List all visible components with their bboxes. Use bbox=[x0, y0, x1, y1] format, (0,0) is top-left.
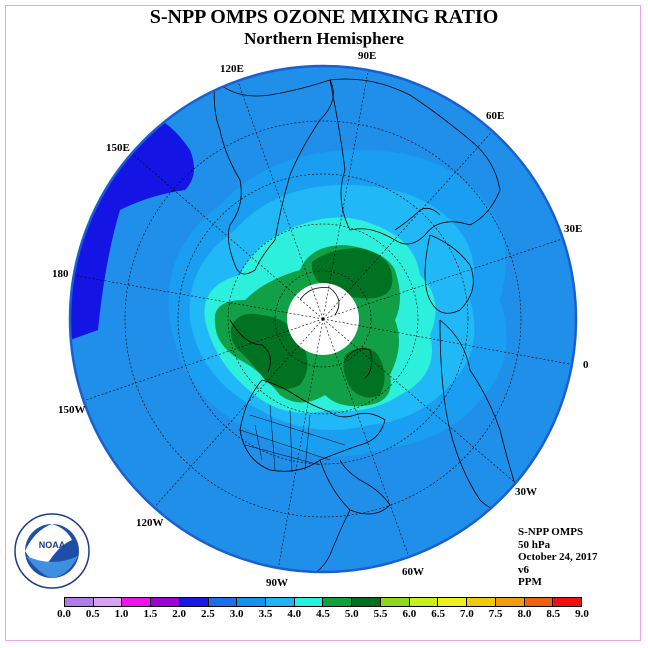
field-5p0-b bbox=[230, 313, 308, 389]
colorbar-swatch bbox=[380, 598, 410, 606]
product-info: S-NPP OMPS 50 hPa October 24, 2017 v6 PP… bbox=[518, 526, 598, 589]
colorbar-tick-label: 4.0 bbox=[287, 608, 302, 620]
colorbar-tick-label: 6.0 bbox=[402, 608, 417, 620]
info-units: PPM bbox=[518, 576, 542, 588]
colorbar-tick-label: 3.5 bbox=[258, 608, 273, 620]
lon-label-90w: 90W bbox=[266, 577, 288, 589]
colorbar-swatch bbox=[93, 598, 123, 606]
lon-label-150e: 150E bbox=[106, 142, 130, 154]
colorbar-tick-label: 8.5 bbox=[546, 608, 561, 620]
lon-label-60w: 60W bbox=[402, 566, 424, 578]
colorbar-swatch bbox=[65, 598, 94, 606]
lon-label-120e: 120E bbox=[220, 63, 244, 75]
colorbar-tick-label: 2.5 bbox=[201, 608, 215, 620]
colorbar bbox=[64, 597, 582, 607]
colorbar-tick-label: 8.0 bbox=[517, 608, 532, 620]
info-level: 50 hPa bbox=[518, 538, 551, 551]
colorbar-tick-label: 2.0 bbox=[172, 608, 186, 620]
colorbar-swatch bbox=[208, 598, 238, 606]
colorbar-swatch bbox=[553, 598, 581, 606]
colorbar-swatch bbox=[266, 598, 295, 606]
coastlines bbox=[213, 78, 521, 572]
colorbar-swatch bbox=[179, 598, 209, 606]
colorbar-tick-label: 1.5 bbox=[143, 608, 158, 620]
lon-label-180: 180 bbox=[52, 268, 69, 280]
political-borders bbox=[239, 404, 346, 473]
svg-text:NOAA: NOAA bbox=[39, 540, 66, 550]
colorbar-swatch bbox=[294, 598, 324, 606]
lon-label-0: 0 bbox=[583, 359, 589, 371]
colorbar-tick-label: 7.0 bbox=[460, 608, 474, 620]
lon-label-30e: 30E bbox=[564, 223, 583, 235]
map-subtitle: Northern Hemisphere bbox=[244, 29, 404, 48]
lon-label-30w: 30W bbox=[515, 486, 537, 498]
colorbar-tick-label: 7.5 bbox=[488, 608, 503, 620]
colorbar-swatch bbox=[409, 598, 439, 606]
map-title: S-NPP OMPS OZONE MIXING RATIO bbox=[149, 6, 499, 28]
colorbar-tick-label: 0.5 bbox=[85, 608, 100, 620]
lon-label-90e: 90E bbox=[358, 50, 377, 62]
page-frame bbox=[5, 5, 641, 641]
colorbar-swatch bbox=[151, 598, 180, 606]
lon-label-120w: 120W bbox=[136, 517, 164, 529]
lon-label-150w: 150W bbox=[58, 404, 86, 416]
colorbar-swatch bbox=[438, 598, 468, 606]
colorbar-tick-label: 6.5 bbox=[431, 608, 445, 620]
colorbar-tick-label: 9.0 bbox=[575, 608, 589, 620]
colorbar-tick-label: 1.0 bbox=[114, 608, 129, 620]
info-version: v6 bbox=[518, 563, 529, 576]
hemisphere-border bbox=[68, 64, 578, 574]
colorbar-tick-label: 5.0 bbox=[344, 608, 359, 620]
colorbar-tick-label: 5.5 bbox=[373, 608, 388, 620]
noaa-logo: NOAA bbox=[14, 513, 90, 589]
colorbar-swatch bbox=[524, 598, 554, 606]
colorbar-swatch bbox=[122, 598, 152, 606]
colorbar-swatch bbox=[352, 598, 381, 606]
colorbar-swatch bbox=[495, 598, 525, 606]
info-date: October 24, 2017 bbox=[518, 551, 598, 563]
colorbar-swatch bbox=[467, 598, 496, 606]
info-instrument: S-NPP OMPS bbox=[518, 526, 584, 538]
colorbar-tick-label: 0.0 bbox=[57, 608, 71, 620]
graticule bbox=[71, 66, 576, 571]
colorbar-swatch bbox=[237, 598, 267, 606]
colorbar-tick-label: 3.0 bbox=[229, 608, 244, 620]
field-purple-edge bbox=[60, 60, 70, 340]
colorbar-tick-label: 4.5 bbox=[316, 608, 330, 620]
lon-label-60e: 60E bbox=[486, 110, 505, 122]
field-5p0-c bbox=[343, 347, 385, 398]
colorbar-swatch bbox=[323, 598, 353, 606]
